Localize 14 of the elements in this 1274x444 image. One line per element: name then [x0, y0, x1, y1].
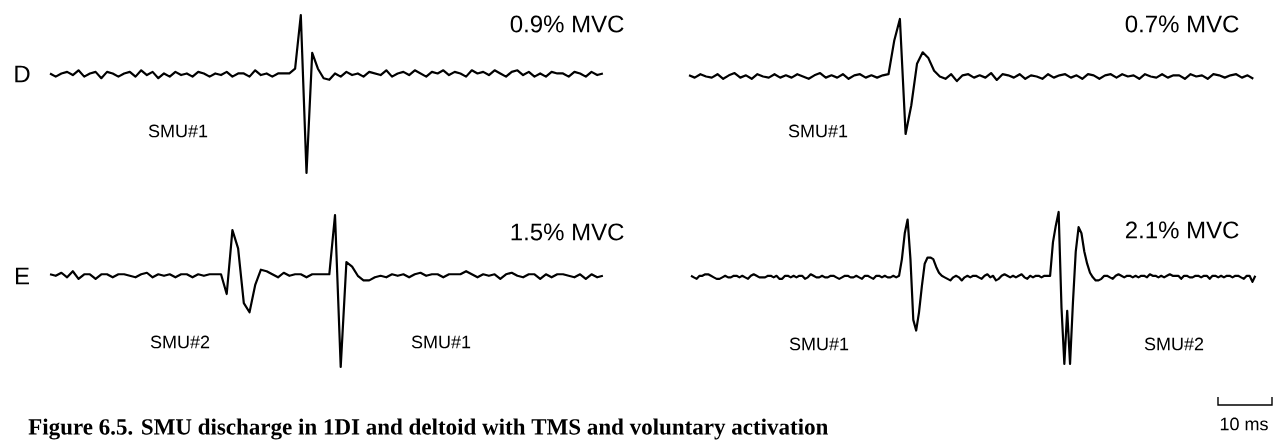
text: E — [15, 267, 29, 285]
annotation: SMU#1 — [788, 124, 848, 138]
text: D — [15, 65, 30, 83]
annotation: SMU#2 — [150, 335, 210, 349]
chart-title: 0.7% MVC — [1125, 15, 1239, 33]
caption: Figure 6.5. SMU discharge in 1DI and deltoid with TMS and voluntary activation — [28, 418, 829, 440]
chart-title: 2.1% MVC — [1125, 221, 1239, 239]
text: 10 ms — [1220, 417, 1268, 431]
annotation: SMU#1 — [789, 337, 849, 351]
annotation: SMU#1 — [148, 124, 208, 138]
annotation: SMU#2 — [1144, 337, 1204, 351]
chart-title: 1.5% MVC — [511, 223, 624, 241]
chart-title: 0.9% MVC — [510, 15, 624, 33]
annotation: SMU#1 — [411, 335, 471, 349]
